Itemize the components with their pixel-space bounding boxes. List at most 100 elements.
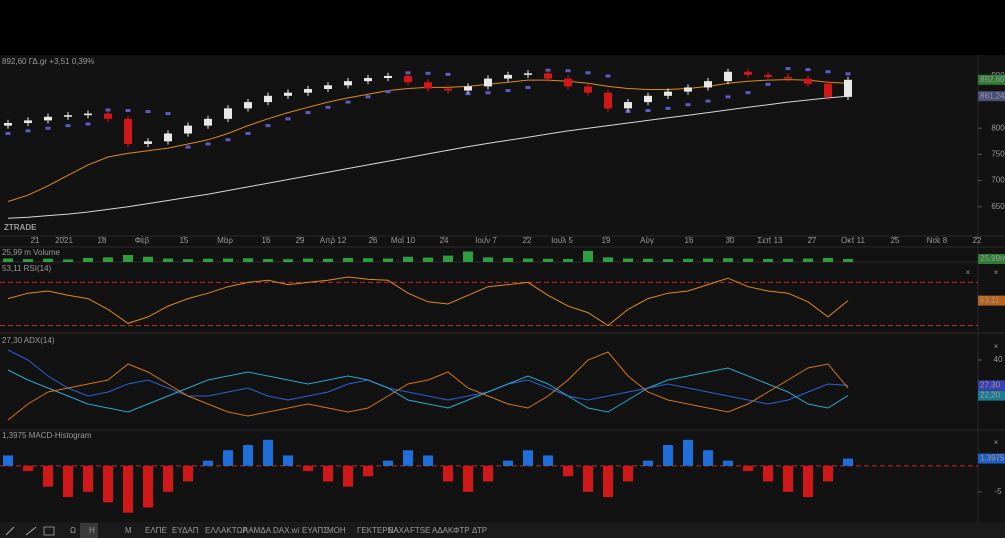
bar	[3, 258, 13, 262]
bar	[23, 465, 33, 472]
price-tag	[978, 295, 1005, 306]
candle-body	[224, 108, 232, 119]
toolbar-item[interactable]: ΕΛΠΕ	[145, 526, 167, 535]
y-tick-label: 750	[991, 150, 1005, 159]
close-icon[interactable]: ×	[966, 268, 971, 277]
price-tag-label: 892,60	[980, 75, 1005, 84]
tool-icon[interactable]	[43, 526, 55, 536]
bar	[23, 259, 33, 262]
toolbar-item[interactable]: ΛΑΜΔΑ	[243, 526, 272, 535]
candle-body	[564, 78, 572, 87]
toolbar-item[interactable]: ΕΥΔΑΠ	[172, 526, 199, 535]
sar-dot	[485, 91, 491, 95]
bar	[743, 465, 753, 472]
candle-body	[424, 82, 432, 89]
bar	[783, 258, 793, 262]
candle-body	[164, 133, 172, 142]
candle-body	[444, 88, 452, 91]
y-tick-label: 700	[991, 176, 1005, 185]
bar	[683, 258, 693, 262]
candle-body	[724, 71, 732, 82]
price-tag-label: 22,20	[980, 391, 1001, 400]
bar	[363, 465, 373, 477]
x-tick-label: Οκτ 11	[841, 236, 865, 245]
bar	[463, 251, 473, 262]
candle-body	[744, 71, 752, 75]
bar	[343, 257, 353, 262]
chart-background	[0, 55, 1005, 522]
candle-body	[104, 113, 112, 119]
price-tag-label: 861,24	[980, 91, 1005, 100]
sar-dot	[705, 99, 711, 103]
bar	[743, 258, 753, 262]
close-icon[interactable]: ×	[994, 342, 999, 351]
toolbar-item[interactable]: Η	[89, 526, 95, 535]
x-tick-label: 19	[602, 236, 611, 245]
candle-body	[44, 116, 52, 121]
candle-body	[364, 78, 372, 82]
bar	[103, 257, 113, 262]
x-tick-label: Αυγ	[640, 236, 654, 245]
toolbar-item[interactable]: DAX.wi	[273, 526, 299, 535]
panel-title: 892,60 ΓΔ.gr +3,51 0,39%	[2, 57, 94, 66]
sar-dot	[585, 71, 591, 75]
candle-body	[544, 73, 552, 79]
toolbar-item[interactable]: Ω	[70, 526, 76, 535]
x-tick-label: Νοε 8	[927, 236, 948, 245]
toolbar-item[interactable]: FTSE	[410, 526, 430, 535]
x-tick-label: 21	[31, 236, 40, 245]
bar	[423, 257, 433, 262]
sar-dot	[525, 85, 531, 89]
line-series	[7, 276, 849, 327]
bar	[463, 465, 473, 492]
price-tag-label: 25,99m	[980, 254, 1005, 263]
candle-body	[484, 78, 492, 87]
bar	[383, 460, 393, 466]
y-tick-label: 650	[991, 202, 1005, 211]
tool-icon[interactable]	[5, 526, 15, 536]
toolbar-item[interactable]: ΕΥΑΠΣ	[302, 526, 328, 535]
candle-body	[184, 125, 192, 134]
tool-icon[interactable]	[25, 526, 37, 536]
y-tick-label: 40	[994, 355, 1003, 364]
toolbar-item[interactable]: ΕΛΧΑ	[388, 526, 410, 535]
bar	[223, 450, 233, 466]
toolbar-item[interactable]: ΦΤΡ	[453, 526, 470, 535]
bar	[283, 455, 293, 466]
bar	[83, 465, 93, 492]
toolbar-item[interactable]: ΑΔΑΚ	[432, 526, 454, 535]
toolbar-item[interactable]: Μ	[125, 526, 132, 535]
toolbar-item[interactable]: ΜΟΗ	[327, 526, 346, 535]
bar	[483, 465, 493, 482]
close-icon[interactable]: ×	[994, 438, 999, 447]
x-tick-label: 26	[369, 236, 378, 245]
line-series	[7, 95, 849, 219]
bar	[663, 259, 673, 262]
x-tick-label: Μαρ	[217, 236, 233, 245]
sar-dot	[425, 71, 431, 75]
sar-dot	[725, 95, 731, 99]
bar	[223, 258, 233, 262]
sar-dot	[825, 70, 831, 74]
y-tick-label: 800	[991, 123, 1005, 132]
bar	[603, 465, 613, 498]
close-icon[interactable]: ×	[994, 268, 999, 277]
candle-body	[784, 76, 792, 79]
bar	[343, 465, 353, 487]
candle-body	[264, 95, 272, 103]
sar-dot	[685, 103, 691, 107]
bar	[303, 465, 313, 472]
candle-body	[524, 73, 532, 75]
toolbar-item[interactable]: ΕΛΛΑΚΤΩΡ	[205, 526, 248, 535]
bar	[143, 465, 153, 508]
sar-dot	[85, 122, 91, 126]
bar	[243, 258, 253, 262]
sar-dot	[805, 68, 811, 72]
toolbar-item[interactable]: ΓΕΚΤΕΡΝΑ	[357, 526, 399, 535]
toolbar-item[interactable]: ΔΤΡ	[472, 526, 487, 535]
bar	[563, 465, 573, 477]
sar-dot	[25, 129, 31, 133]
bar	[203, 258, 213, 262]
bar	[363, 258, 373, 262]
